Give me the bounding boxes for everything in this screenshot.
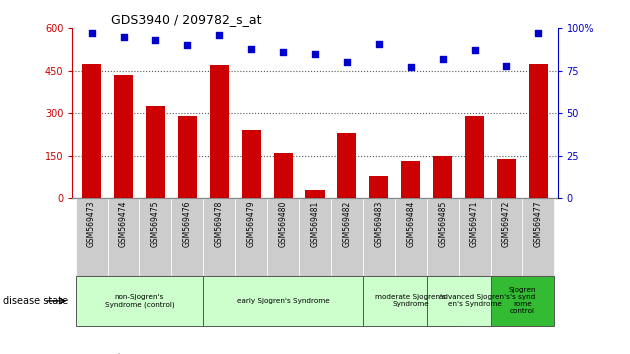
Bar [395, 198, 427, 276]
Bar [369, 176, 389, 198]
Bar [427, 198, 459, 276]
Bar [76, 276, 203, 326]
Bar [337, 133, 357, 198]
Text: early Sjogren's Syndrome: early Sjogren's Syndrome [237, 298, 329, 304]
Bar [363, 276, 459, 326]
Point [118, 34, 129, 40]
Bar [146, 106, 165, 198]
Point [469, 47, 479, 53]
Point [310, 51, 320, 57]
Text: GSM569485: GSM569485 [438, 201, 447, 247]
Point [534, 30, 544, 36]
Point [151, 38, 161, 43]
Bar [522, 198, 554, 276]
Point [501, 63, 512, 69]
Text: GDS3940 / 209782_s_at: GDS3940 / 209782_s_at [112, 13, 261, 26]
Text: GSM569475: GSM569475 [151, 201, 160, 247]
Bar [82, 64, 101, 198]
Bar [491, 276, 554, 326]
Text: Sjogren
's synd
rome
control: Sjogren 's synd rome control [508, 287, 536, 314]
Text: non-Sjogren's
Syndrome (control): non-Sjogren's Syndrome (control) [105, 294, 175, 308]
Point [438, 56, 448, 62]
Text: GSM569472: GSM569472 [502, 201, 511, 247]
Bar [529, 64, 548, 198]
Bar [465, 116, 484, 198]
Text: GSM569471: GSM569471 [470, 201, 479, 247]
Bar [203, 198, 235, 276]
Text: GSM569484: GSM569484 [406, 201, 415, 247]
Bar [273, 153, 293, 198]
Bar [363, 198, 395, 276]
Text: GSM569482: GSM569482 [343, 201, 352, 247]
Bar [433, 156, 452, 198]
Bar [241, 130, 261, 198]
Bar [114, 75, 133, 198]
Bar [235, 198, 267, 276]
Bar [267, 198, 299, 276]
Bar [178, 116, 197, 198]
Bar [459, 198, 491, 276]
Bar [76, 198, 108, 276]
Text: GSM569478: GSM569478 [215, 201, 224, 247]
Text: disease state: disease state [3, 296, 68, 306]
Point [182, 42, 192, 48]
Text: GSM569473: GSM569473 [87, 201, 96, 247]
Bar [139, 198, 171, 276]
Point [246, 46, 256, 52]
Point [342, 59, 352, 65]
Point [214, 32, 224, 38]
Bar [401, 161, 420, 198]
Bar [497, 159, 516, 198]
Text: ■: ■ [79, 353, 88, 354]
Text: GSM569476: GSM569476 [183, 201, 192, 247]
Bar [331, 198, 363, 276]
Text: GSM569481: GSM569481 [311, 201, 319, 247]
Text: GSM569483: GSM569483 [374, 201, 383, 247]
Text: GSM569477: GSM569477 [534, 201, 543, 247]
Bar [210, 65, 229, 198]
Bar [299, 198, 331, 276]
Text: count: count [94, 353, 122, 354]
Bar [203, 276, 363, 326]
Text: advanced Sjogren's
en's Syndrome: advanced Sjogren's en's Syndrome [439, 295, 510, 307]
Point [86, 30, 96, 36]
Point [406, 64, 416, 70]
Point [278, 49, 288, 55]
Text: GSM569480: GSM569480 [278, 201, 287, 247]
Point [374, 41, 384, 46]
Text: GSM569474: GSM569474 [119, 201, 128, 247]
Bar [306, 190, 324, 198]
Bar [108, 198, 139, 276]
Text: moderate Sjogren's
Syndrome: moderate Sjogren's Syndrome [375, 295, 446, 307]
Bar [491, 198, 522, 276]
Text: GSM569479: GSM569479 [247, 201, 256, 247]
Bar [171, 198, 203, 276]
Bar [427, 276, 522, 326]
